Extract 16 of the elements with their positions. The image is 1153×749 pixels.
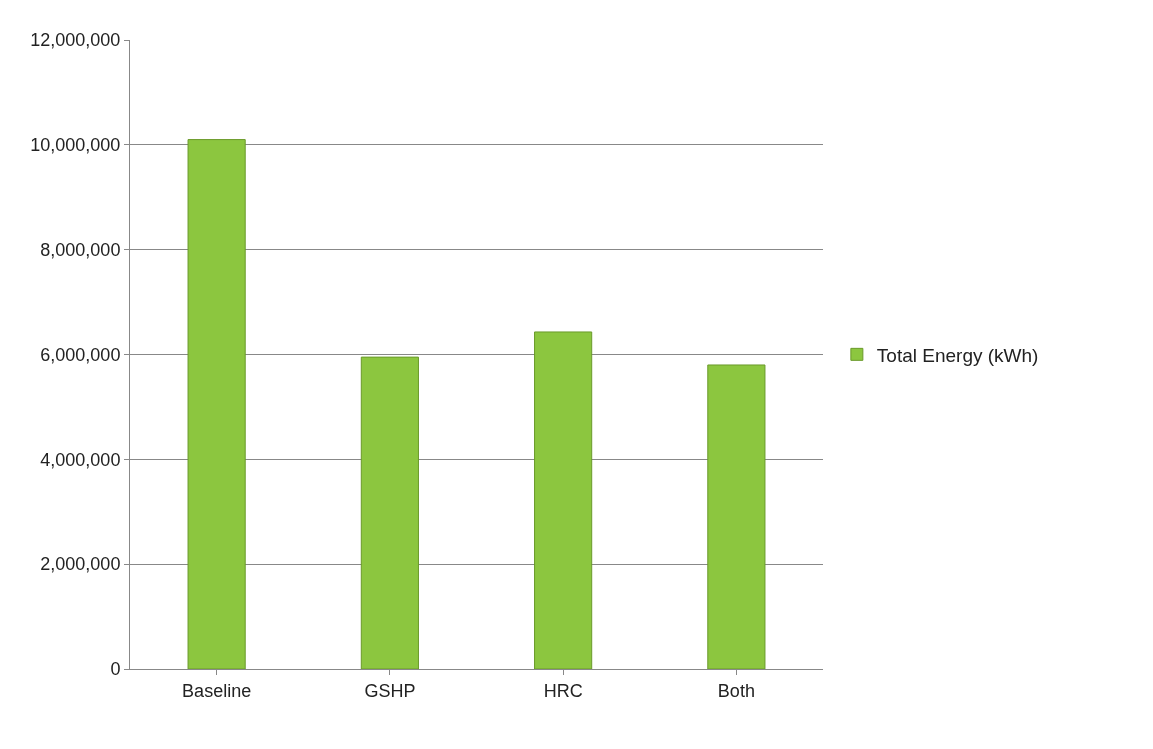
y-tick-label: 8,000,000 xyxy=(40,239,121,260)
x-tick-label: HRC xyxy=(543,680,583,701)
y-tick-label: 12,000,000 xyxy=(30,30,121,51)
bar xyxy=(187,139,246,669)
y-tick-label: 2,000,000 xyxy=(40,554,121,575)
bar xyxy=(707,364,766,669)
legend-label: Total Energy (kWh) xyxy=(876,344,1039,366)
x-tick-label: Both xyxy=(717,680,755,701)
x-tick-label: GSHP xyxy=(364,680,416,701)
bar xyxy=(534,331,593,669)
y-tick-label: 0 xyxy=(110,659,121,680)
x-tick-label: Baseline xyxy=(182,680,252,701)
y-tick-label: 6,000,000 xyxy=(40,344,121,365)
y-tick-label: 4,000,000 xyxy=(40,449,121,470)
y-tick-label: 10,000,000 xyxy=(30,135,121,156)
bar xyxy=(360,356,419,669)
